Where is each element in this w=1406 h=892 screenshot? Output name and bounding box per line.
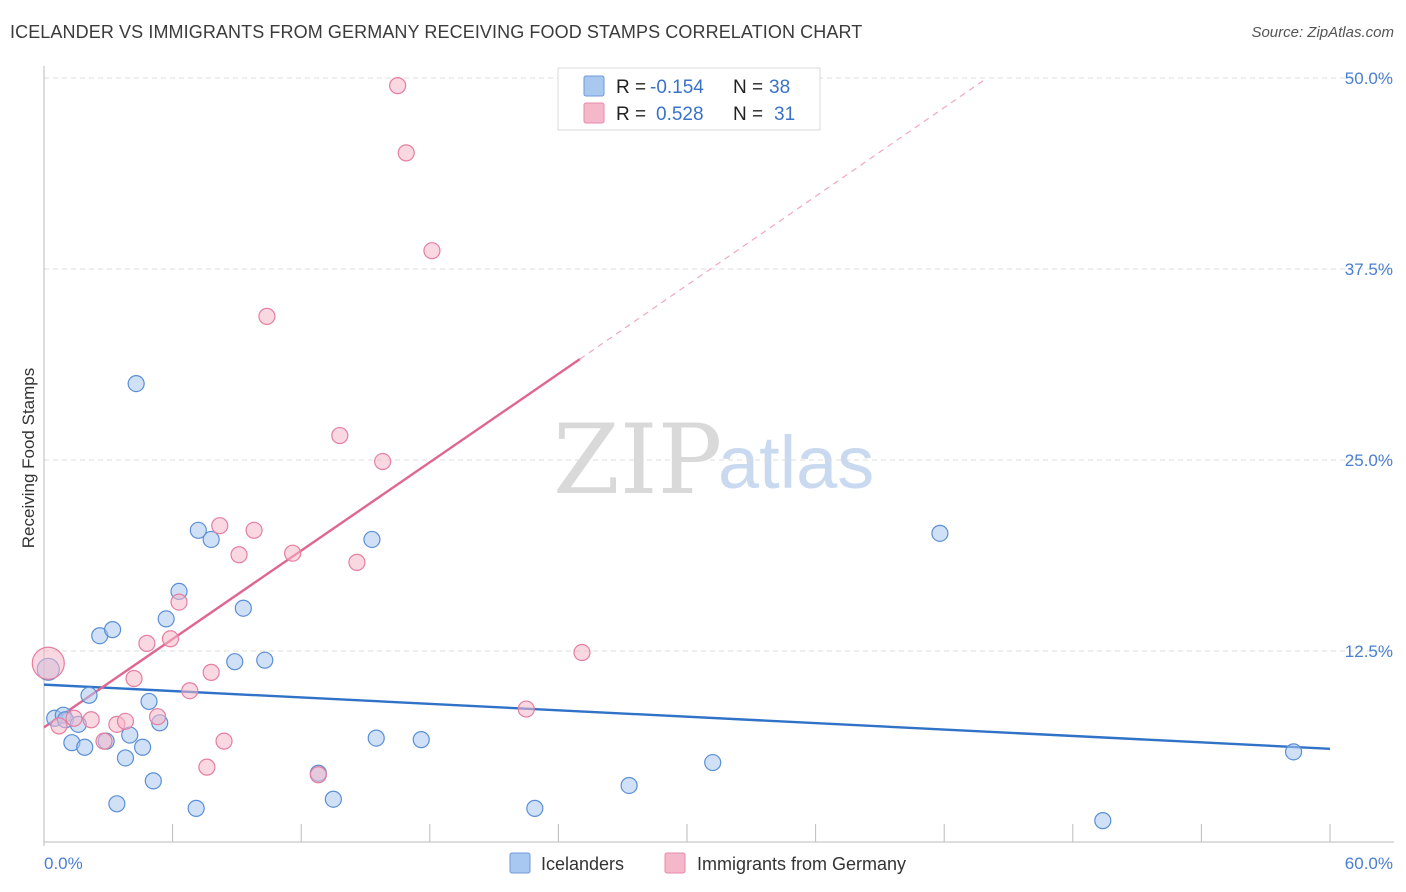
watermark: ZIP atlas	[553, 404, 874, 516]
y-tick-label: 12.5%	[1345, 642, 1393, 661]
icelanders-point	[202, 530, 220, 549]
icelanders-point	[412, 731, 430, 749]
germany-point	[82, 711, 100, 729]
icelanders-point	[363, 530, 381, 549]
germany-point	[397, 144, 415, 162]
germany-point	[125, 669, 143, 688]
germany-point	[161, 630, 180, 648]
germany-trend-extension	[579, 77, 988, 360]
germany-n-value: 31	[774, 104, 795, 125]
germany-point	[331, 426, 349, 445]
icelanders-swatch	[583, 75, 605, 97]
germany-point	[95, 732, 113, 750]
germany-point	[309, 766, 327, 784]
stats-legend: R = -0.154 N = 38 R = 0.528 N = 31	[557, 67, 821, 131]
source-attribution: Source: ZipAtlas.com	[1251, 24, 1394, 41]
germany-point	[284, 544, 302, 562]
icelanders-point	[234, 599, 252, 617]
icelanders-point	[140, 692, 158, 711]
icelanders-point	[108, 795, 126, 813]
axes	[43, 66, 1394, 846]
germany-point	[116, 712, 135, 730]
germany-point	[389, 77, 407, 95]
chart-title: ICELANDER VS IMMIGRANTS FROM GERMANY REC…	[10, 22, 863, 42]
icelanders-n-label: N =	[733, 77, 763, 98]
icelanders-point	[116, 749, 135, 767]
germany-point	[170, 593, 188, 611]
data-points	[31, 77, 1303, 830]
icelanders-point	[103, 621, 122, 639]
y-axis-label: Receiving Food Stamps	[19, 368, 38, 548]
germany-point	[138, 634, 156, 652]
germany-point	[181, 682, 199, 700]
germany-point	[230, 546, 248, 564]
y-tick-label: 37.5%	[1345, 260, 1393, 279]
germany-point	[31, 646, 65, 680]
icelanders-point	[620, 776, 638, 795]
x-tick-label: 0.0%	[44, 854, 83, 873]
germany-r-value: 0.528	[656, 104, 704, 125]
icelanders-point	[1284, 743, 1303, 761]
icelanders-point	[133, 738, 152, 756]
icelanders-point	[367, 729, 385, 747]
icelanders-point	[1094, 812, 1112, 830]
series-legend: Icelanders Immigrants from Germany	[509, 852, 906, 874]
trend-lines	[43, 77, 1331, 750]
watermark-atlas: atlas	[718, 421, 874, 504]
icelanders-trend-line	[43, 683, 1331, 750]
icelanders-n-value: 38	[769, 77, 790, 98]
y-tick-label: 25.0%	[1345, 451, 1393, 470]
icelanders-point	[144, 772, 162, 790]
legend-icelanders-swatch	[509, 852, 531, 874]
tick-labels: 12.5% 25.0% 37.5% 50.0% 0.0% 60.0%	[44, 69, 1393, 873]
icelanders-r-label: R =	[616, 77, 646, 98]
icelanders-point	[931, 524, 949, 542]
legend-germany-swatch	[664, 852, 686, 874]
icelanders-point	[226, 653, 244, 671]
germany-point	[258, 307, 276, 325]
legend-germany-label: Immigrants from Germany	[697, 854, 906, 874]
germany-point	[198, 758, 216, 776]
germany-point	[215, 732, 233, 750]
icelanders-point	[256, 651, 274, 669]
y-tick-label: 50.0%	[1345, 69, 1393, 88]
germany-n-label: N =	[733, 104, 763, 125]
germany-point	[50, 717, 68, 735]
germany-point	[348, 553, 366, 571]
icelanders-point	[76, 738, 94, 756]
germany-swatch	[583, 102, 605, 124]
germany-point	[211, 517, 229, 535]
germany-point	[517, 700, 535, 718]
icelanders-r-value: -0.154	[650, 77, 704, 98]
germany-point	[374, 452, 392, 471]
germany-point	[65, 709, 83, 727]
icelanders-point	[189, 521, 207, 539]
icelanders-point	[80, 686, 98, 704]
germany-trend-line	[43, 358, 581, 729]
x-tick-label: 60.0%	[1345, 854, 1393, 873]
icelanders-point	[324, 790, 342, 808]
germany-r-label: R =	[616, 104, 646, 125]
germany-point	[202, 663, 220, 681]
germany-point	[245, 521, 263, 539]
germany-point	[423, 242, 441, 260]
icelanders-point	[127, 375, 145, 393]
icelanders-point	[704, 753, 722, 772]
grid-lines	[44, 77, 1394, 652]
germany-point	[573, 643, 591, 662]
icelanders-point	[526, 799, 544, 817]
icelanders-point	[187, 799, 205, 817]
icelanders-point	[157, 610, 175, 628]
germany-point	[148, 708, 167, 726]
legend-icelanders-label: Icelanders	[541, 854, 624, 874]
